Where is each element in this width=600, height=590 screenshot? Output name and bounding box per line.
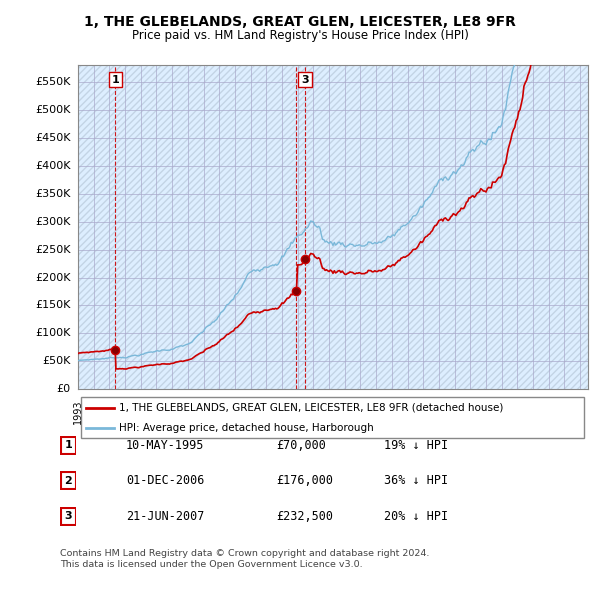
Text: £176,000: £176,000 bbox=[276, 474, 333, 487]
Text: This data is licensed under the Open Government Licence v3.0.: This data is licensed under the Open Gov… bbox=[60, 560, 362, 569]
Text: 2021: 2021 bbox=[512, 399, 523, 424]
Text: 1999: 1999 bbox=[167, 399, 177, 424]
Text: 2012: 2012 bbox=[371, 399, 381, 424]
Text: £350K: £350K bbox=[35, 189, 70, 199]
Text: 2008: 2008 bbox=[308, 399, 319, 424]
Text: £50K: £50K bbox=[42, 356, 70, 366]
Text: 1995: 1995 bbox=[104, 399, 115, 424]
Text: £0: £0 bbox=[56, 385, 70, 394]
Text: 1, THE GLEBELANDS, GREAT GLEN, LEICESTER, LE8 9FR (detached house): 1, THE GLEBELANDS, GREAT GLEN, LEICESTER… bbox=[119, 403, 503, 412]
Text: 2018: 2018 bbox=[466, 399, 475, 424]
FancyBboxPatch shape bbox=[61, 437, 76, 454]
Text: 2009: 2009 bbox=[324, 399, 334, 424]
Text: 20% ↓ HPI: 20% ↓ HPI bbox=[384, 510, 448, 523]
Text: 2002: 2002 bbox=[214, 399, 224, 424]
Text: 21-JUN-2007: 21-JUN-2007 bbox=[126, 510, 205, 523]
Text: 2023: 2023 bbox=[544, 399, 554, 424]
Text: 2014: 2014 bbox=[403, 399, 413, 424]
FancyBboxPatch shape bbox=[61, 473, 76, 489]
Text: 1994: 1994 bbox=[89, 399, 98, 424]
Text: 2010: 2010 bbox=[340, 399, 350, 424]
Text: £550K: £550K bbox=[35, 77, 70, 87]
Text: 2016: 2016 bbox=[434, 399, 444, 424]
Text: £500K: £500K bbox=[35, 104, 70, 114]
Text: £70,000: £70,000 bbox=[276, 439, 326, 452]
Text: HPI: Average price, detached house, Harborough: HPI: Average price, detached house, Harb… bbox=[119, 424, 374, 434]
Text: 1, THE GLEBELANDS, GREAT GLEN, LEICESTER, LE8 9FR: 1, THE GLEBELANDS, GREAT GLEN, LEICESTER… bbox=[84, 15, 516, 29]
Text: 2013: 2013 bbox=[387, 399, 397, 424]
Text: 2005: 2005 bbox=[262, 399, 271, 424]
Text: £232,500: £232,500 bbox=[276, 510, 333, 523]
Text: 1998: 1998 bbox=[151, 399, 161, 424]
Text: £200K: £200K bbox=[35, 273, 70, 283]
Text: Price paid vs. HM Land Registry's House Price Index (HPI): Price paid vs. HM Land Registry's House … bbox=[131, 30, 469, 42]
Text: 2006: 2006 bbox=[277, 399, 287, 424]
Text: 2004: 2004 bbox=[245, 399, 256, 424]
Text: £250K: £250K bbox=[35, 244, 70, 254]
Text: 1: 1 bbox=[112, 75, 119, 84]
Text: 10-MAY-1995: 10-MAY-1995 bbox=[126, 439, 205, 452]
Text: £100K: £100K bbox=[35, 329, 70, 339]
Text: 2011: 2011 bbox=[355, 399, 365, 424]
Text: £150K: £150K bbox=[35, 300, 70, 310]
Text: 2003: 2003 bbox=[230, 399, 240, 424]
Text: Contains HM Land Registry data © Crown copyright and database right 2024.: Contains HM Land Registry data © Crown c… bbox=[60, 549, 430, 558]
Text: 19% ↓ HPI: 19% ↓ HPI bbox=[384, 439, 448, 452]
Text: 36% ↓ HPI: 36% ↓ HPI bbox=[384, 474, 448, 487]
Text: 2020: 2020 bbox=[497, 399, 506, 424]
Text: 1997: 1997 bbox=[136, 399, 146, 424]
Text: £450K: £450K bbox=[35, 133, 70, 143]
Text: 1: 1 bbox=[64, 441, 72, 450]
Text: 1993: 1993 bbox=[73, 399, 83, 424]
Text: 2024: 2024 bbox=[559, 399, 569, 424]
Text: 3: 3 bbox=[64, 512, 72, 521]
Text: £400K: £400K bbox=[35, 160, 70, 171]
Text: 2015: 2015 bbox=[418, 399, 428, 424]
Text: 3: 3 bbox=[301, 75, 309, 84]
Text: 2: 2 bbox=[64, 476, 72, 486]
Text: 2022: 2022 bbox=[528, 399, 538, 424]
Text: 2025: 2025 bbox=[575, 399, 585, 424]
Text: 2017: 2017 bbox=[449, 399, 460, 424]
Text: 2001: 2001 bbox=[199, 399, 209, 424]
Text: 01-DEC-2006: 01-DEC-2006 bbox=[126, 474, 205, 487]
FancyBboxPatch shape bbox=[80, 397, 584, 438]
FancyBboxPatch shape bbox=[61, 508, 76, 525]
Text: 2019: 2019 bbox=[481, 399, 491, 424]
Text: 2000: 2000 bbox=[183, 399, 193, 424]
Text: 1996: 1996 bbox=[120, 399, 130, 424]
Text: £300K: £300K bbox=[35, 217, 70, 227]
Text: 2007: 2007 bbox=[293, 399, 302, 424]
